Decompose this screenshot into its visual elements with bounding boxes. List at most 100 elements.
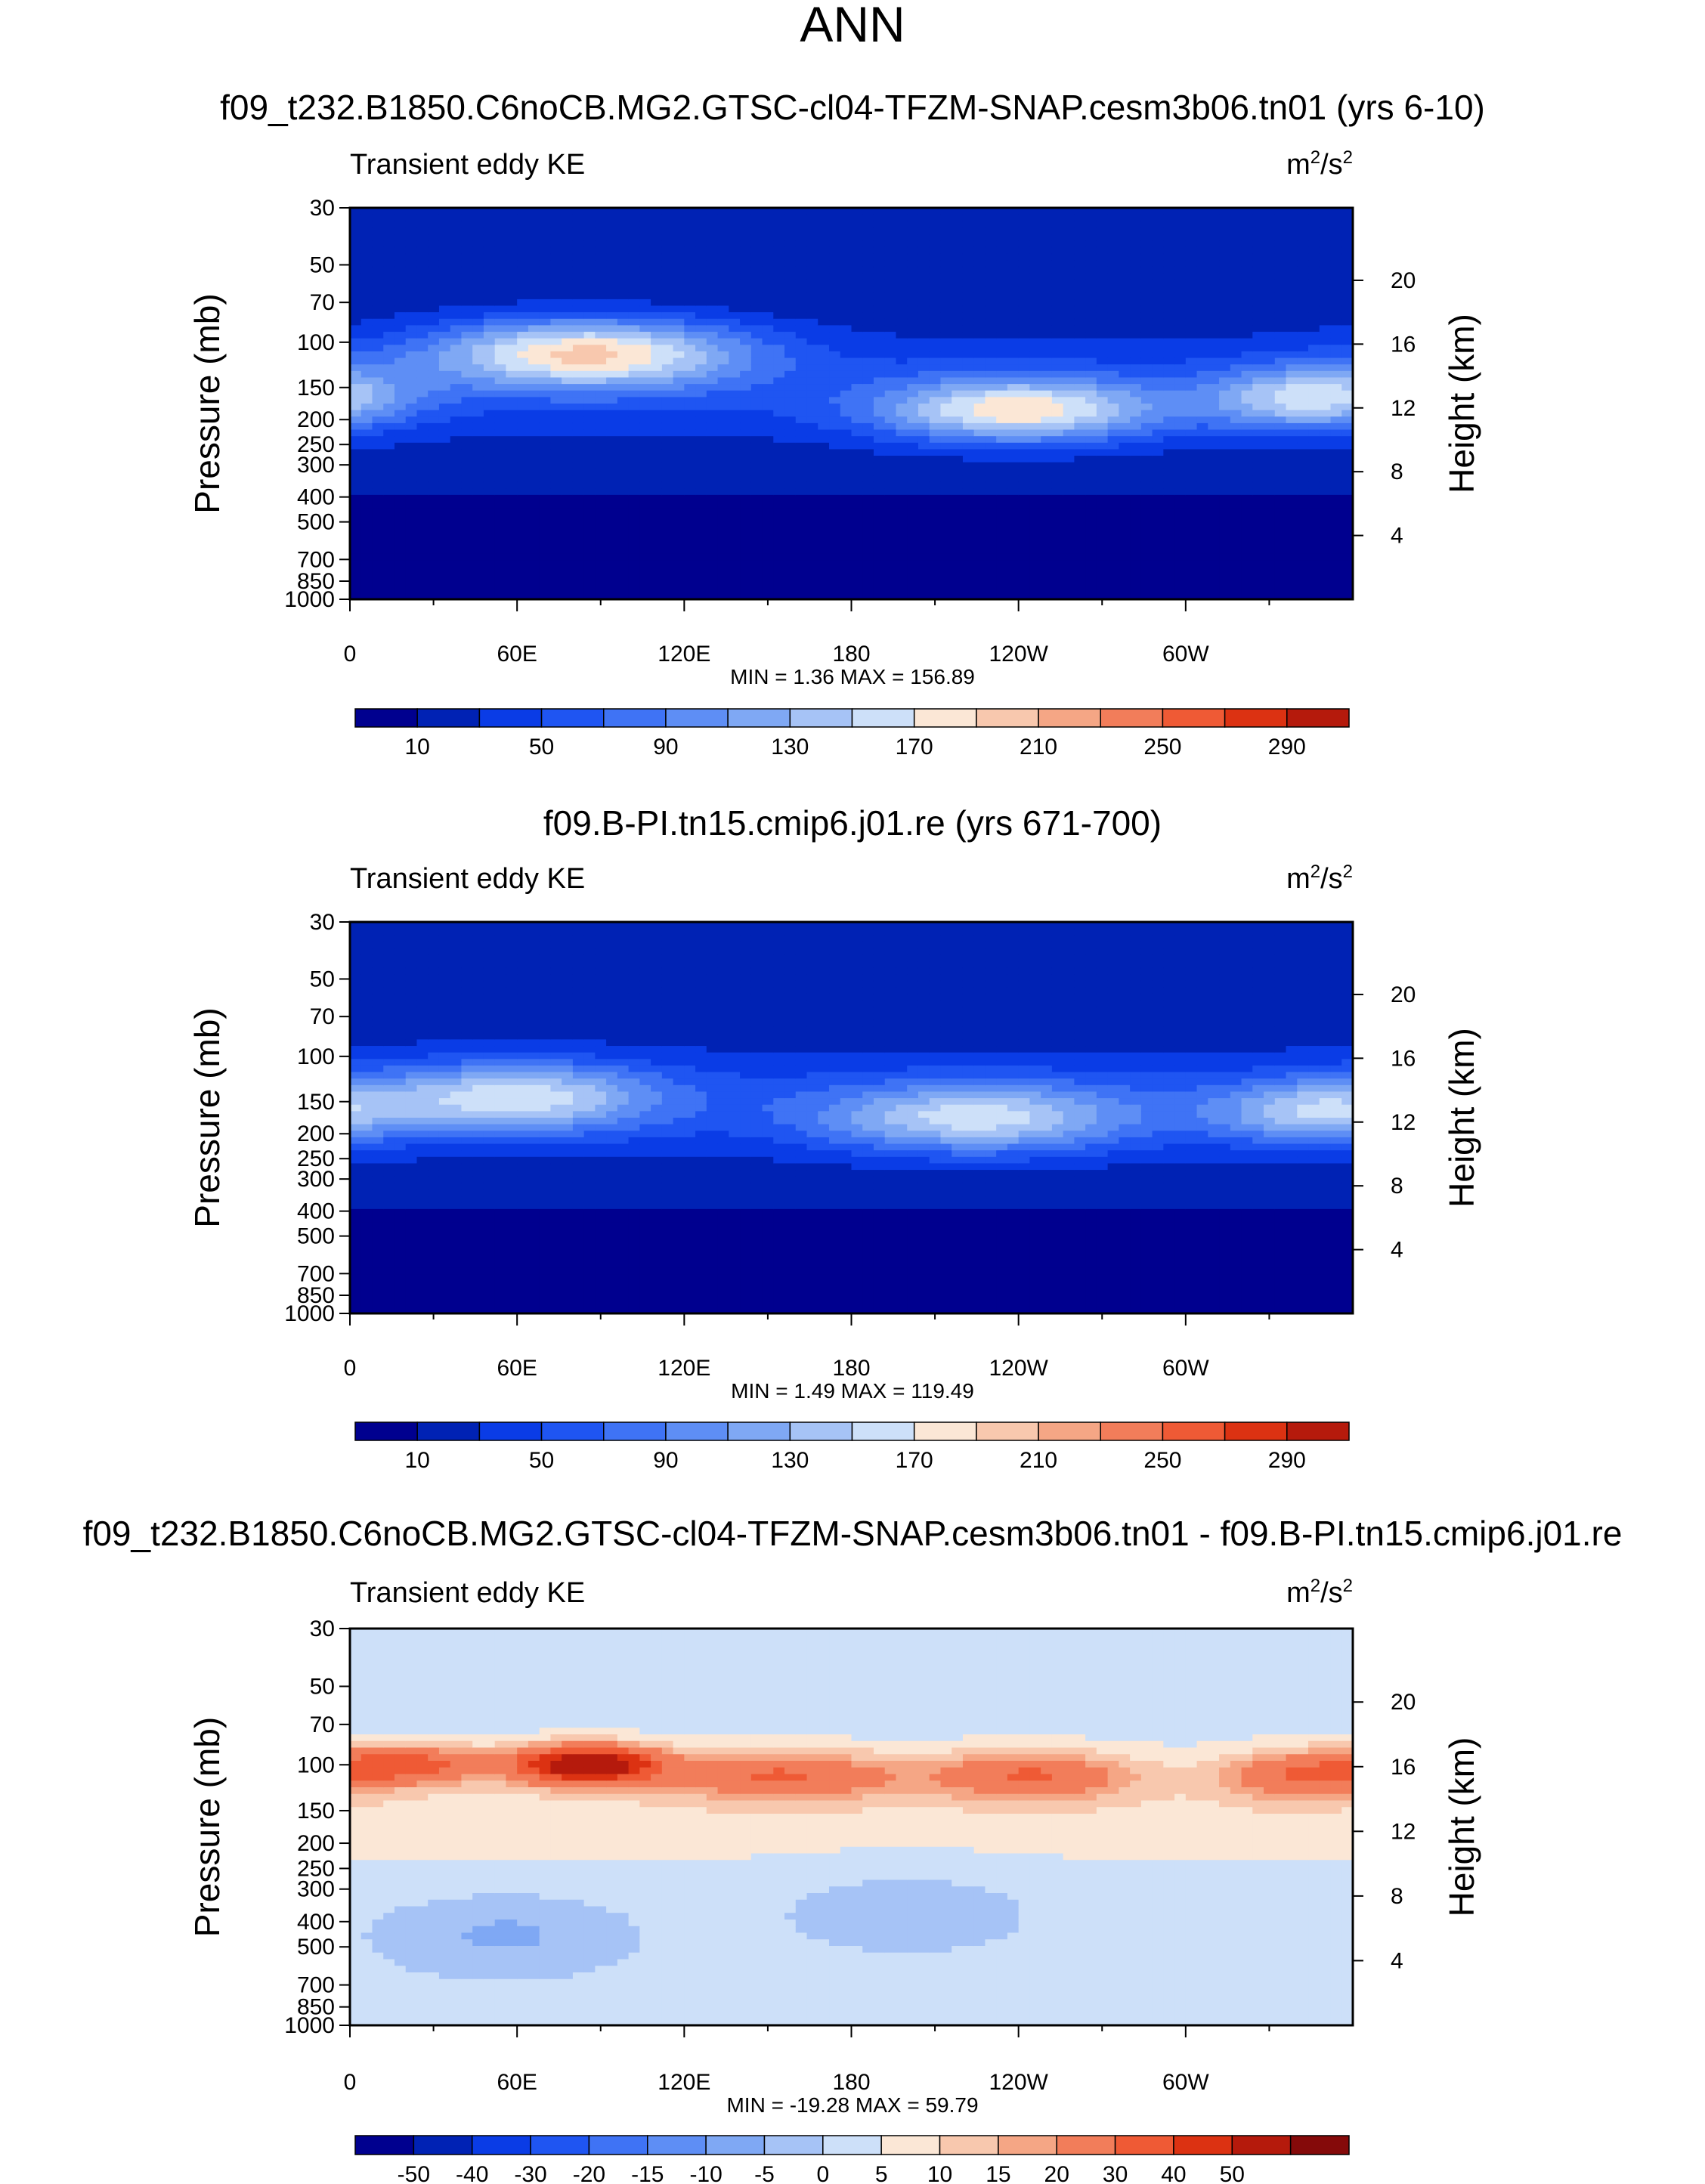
contour-cell (985, 247, 996, 254)
contour-cell (940, 260, 952, 267)
contour-cell (372, 534, 383, 541)
contour-cell (840, 456, 852, 462)
contour-cell (1108, 567, 1119, 574)
contour-cell (617, 462, 629, 469)
contour-cell (807, 495, 818, 502)
contour-cell (495, 280, 506, 286)
contour-cell (862, 351, 874, 358)
contour-cell (1264, 240, 1275, 247)
contour-cell (350, 345, 361, 351)
contour-cell (573, 423, 584, 430)
contour-cell (573, 404, 584, 410)
contour-cell (662, 482, 673, 489)
contour-cell (584, 502, 596, 509)
contour-cell (1153, 475, 1164, 482)
contour-cell (517, 377, 528, 384)
contour-cell (1153, 430, 1164, 437)
contour-cell (862, 443, 874, 450)
contour-cell (907, 215, 918, 221)
contour-cell (1197, 554, 1208, 561)
contour-cell (763, 573, 774, 580)
contour-cell (1029, 377, 1041, 384)
contour-cell (1219, 319, 1230, 326)
contour-cell (1264, 482, 1275, 489)
contour-cell (818, 495, 829, 502)
contour-cell (718, 253, 729, 260)
contour-cell (673, 488, 685, 495)
contour-cell (1108, 253, 1119, 260)
contour-cell (651, 443, 662, 450)
contour-cell (763, 286, 774, 293)
contour-cell (907, 456, 918, 462)
contour-cell (595, 215, 606, 221)
contour-cell (1085, 430, 1097, 437)
contour-cell (450, 554, 462, 561)
contour-cell (562, 495, 573, 502)
contour-cell (461, 502, 472, 509)
contour-cell (1264, 554, 1275, 561)
contour-cell (963, 247, 974, 254)
contour-cell (729, 391, 740, 398)
contour-cell (361, 319, 373, 326)
contour-cell (372, 332, 383, 339)
contour-cell (1264, 339, 1275, 345)
contour-cell (651, 371, 662, 378)
contour-cell (1208, 586, 1219, 593)
contour-cell (1186, 345, 1197, 351)
contour-cell (852, 332, 863, 339)
contour-cell (395, 443, 406, 450)
contour-cell (707, 267, 718, 274)
contour-cell (584, 423, 596, 430)
contour-cell (885, 397, 896, 404)
contour-cell (1252, 371, 1264, 378)
contour-cell (350, 527, 361, 534)
contour-cell (383, 482, 395, 489)
contour-cell (985, 234, 996, 241)
contour-cell (796, 227, 807, 234)
contour-cell (695, 586, 707, 593)
contour-cell (773, 560, 784, 567)
contour-cell (550, 240, 562, 247)
contour-cell (495, 292, 506, 299)
contour-cell (1141, 397, 1153, 404)
contour-cell (584, 527, 596, 534)
contour-cell (495, 449, 506, 456)
contour-cell (406, 221, 417, 227)
contour-cell (829, 540, 840, 547)
contour-cell (930, 502, 941, 509)
contour-cell (985, 540, 996, 547)
contour-cell (729, 443, 740, 450)
contour-cell (1063, 247, 1075, 254)
contour-cell (1130, 286, 1141, 293)
contour-cell (963, 240, 974, 247)
contour-cell (784, 443, 796, 450)
contour-cell (540, 358, 551, 365)
contour-cell (1174, 325, 1186, 332)
contour-cell (350, 286, 361, 293)
contour-cell (439, 456, 450, 462)
contour-cell (1007, 273, 1019, 280)
contour-cell (1130, 260, 1141, 267)
contour-cell (996, 377, 1007, 384)
contour-cell (1264, 299, 1275, 306)
contour-cell (573, 488, 584, 495)
contour-cell (651, 567, 662, 574)
contour-cell (1163, 456, 1174, 462)
contour-cell (450, 267, 462, 274)
contour-cell (695, 215, 707, 221)
contour-cell (729, 488, 740, 495)
contour-cell (383, 495, 395, 502)
contour-cell (1041, 580, 1052, 586)
contour-cell (874, 273, 885, 280)
contour-cell (963, 312, 974, 319)
contour-cell (918, 299, 930, 306)
contour-cell (361, 404, 373, 410)
contour-cell (907, 469, 918, 475)
contour-cell (1174, 521, 1186, 527)
contour-cell (718, 240, 729, 247)
contour-cell (818, 443, 829, 450)
contour-cell (1264, 521, 1275, 527)
contour-cell (1097, 371, 1108, 378)
contour-cell (1074, 397, 1085, 404)
contour-cell (684, 502, 695, 509)
